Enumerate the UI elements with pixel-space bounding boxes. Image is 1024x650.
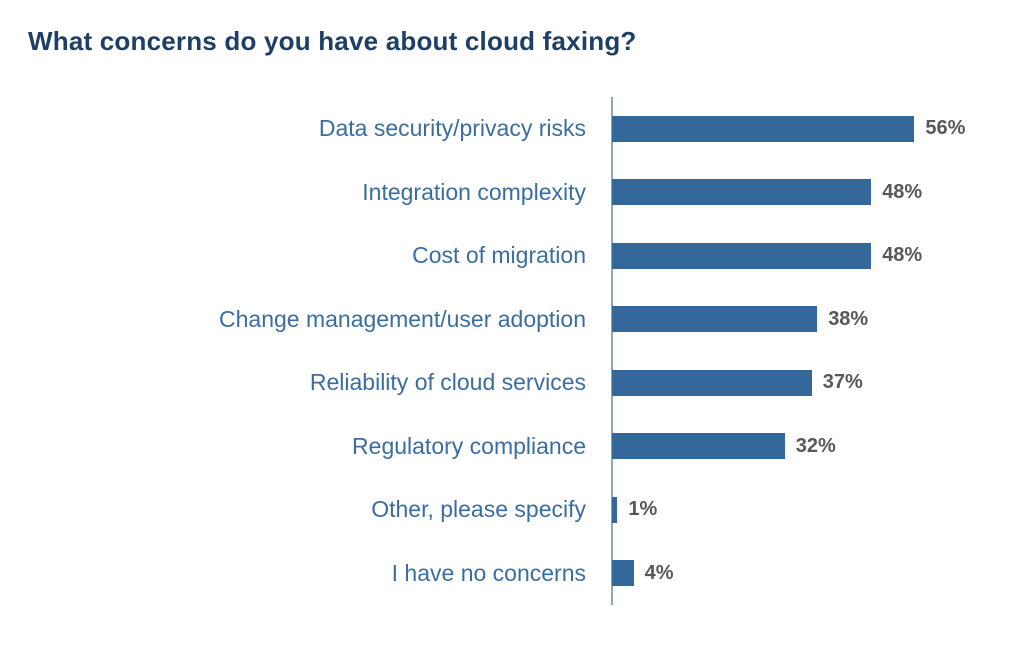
bar xyxy=(612,306,818,333)
bar-row: Integration complexity 48% xyxy=(0,161,1024,225)
bar xyxy=(612,560,634,587)
bar-track: 56% xyxy=(612,97,965,161)
bar-row: Other, please specify 1% xyxy=(0,478,1024,542)
bar-track: 37% xyxy=(612,351,863,415)
bar-track: 32% xyxy=(612,415,836,479)
category-label: Data security/privacy risks xyxy=(318,115,586,142)
bar xyxy=(612,179,872,206)
bar xyxy=(612,242,872,269)
bar-row: Reliability of cloud services 37% xyxy=(0,351,1024,415)
bar-row: Cost of migration 48% xyxy=(0,224,1024,288)
bar-track: 1% xyxy=(612,478,657,542)
chart-title: What concerns do you have about cloud fa… xyxy=(28,26,637,56)
category-label: Reliability of cloud services xyxy=(309,369,586,396)
bar-row: Change management/user adoption 38% xyxy=(0,288,1024,352)
bar xyxy=(612,496,618,523)
category-label: I have no concerns xyxy=(391,559,586,586)
category-label: Other, please specify xyxy=(371,496,586,523)
category-label: Regulatory compliance xyxy=(352,432,586,459)
value-label: 56% xyxy=(925,117,966,140)
bar-row: I have no concerns 4% xyxy=(0,542,1024,606)
value-label: 4% xyxy=(644,561,674,584)
value-label: 48% xyxy=(882,180,923,203)
bar xyxy=(612,433,785,460)
value-label: 37% xyxy=(822,371,863,394)
bar-rows: Data security/privacy risks 56% Integrat… xyxy=(0,97,1024,605)
bar xyxy=(612,369,812,396)
category-label: Cost of migration xyxy=(412,242,586,269)
bar xyxy=(612,115,915,142)
bar-track: 4% xyxy=(612,542,674,606)
category-label: Integration complexity xyxy=(362,178,586,205)
value-label: 1% xyxy=(628,498,658,521)
bar-row: Data security/privacy risks 56% xyxy=(0,97,1024,161)
value-label: 38% xyxy=(828,307,869,330)
category-label: Change management/user adoption xyxy=(219,305,586,332)
chart-plot-area: Data security/privacy risks 56% Integrat… xyxy=(0,97,1024,605)
bar-track: 48% xyxy=(612,224,922,288)
bar-track: 48% xyxy=(612,161,922,225)
value-label: 48% xyxy=(882,244,923,267)
value-label: 32% xyxy=(795,434,836,457)
y-axis-line xyxy=(611,97,613,605)
bar-track: 38% xyxy=(612,288,868,352)
bar-row: Regulatory compliance 32% xyxy=(0,415,1024,479)
